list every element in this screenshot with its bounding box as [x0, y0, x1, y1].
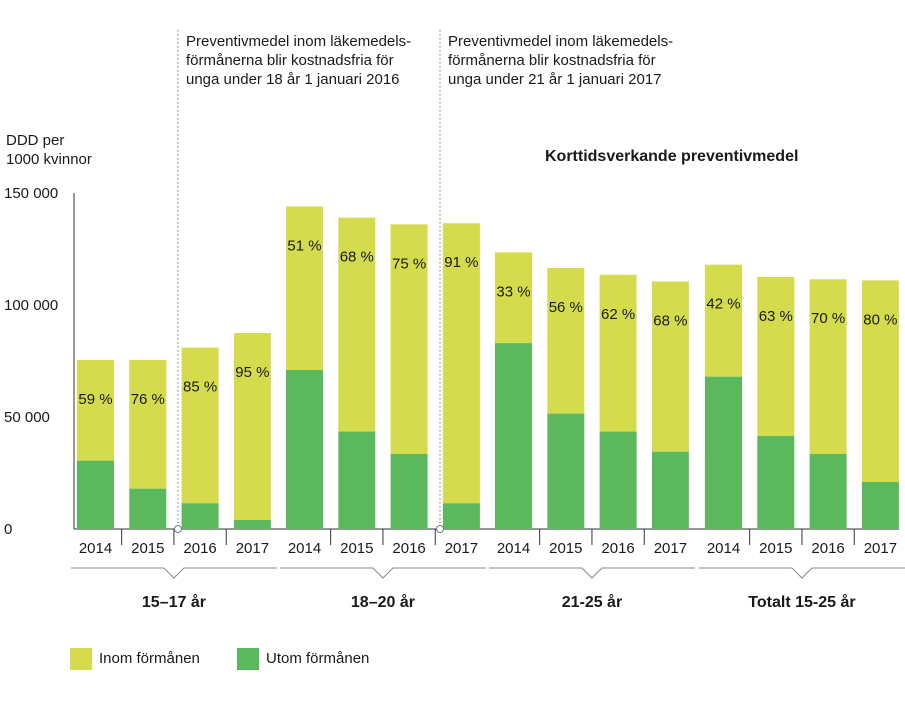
bar-inom-segment: [757, 277, 795, 437]
bar-inom-segment: [390, 224, 428, 454]
x-tick-label: 2015: [549, 540, 582, 557]
bar-pct-label: 62 %: [601, 306, 635, 323]
x-tick-label: 2017: [236, 540, 269, 557]
bar-utom-segment: [547, 413, 585, 529]
bar-inom-segment: [599, 274, 637, 432]
bar-utom-segment: [705, 376, 742, 529]
bar-utom-segment: [599, 431, 637, 529]
bar-pct-label: 85 %: [183, 379, 217, 396]
group-label: 15–17 år: [142, 593, 206, 611]
x-tick-label: 2016: [183, 540, 216, 557]
bar-inom-segment: [651, 281, 689, 452]
bar-utom-segment: [861, 481, 899, 529]
bar-utom-segment: [77, 460, 114, 529]
bar-inom-segment: [77, 359, 114, 461]
bar-utom-segment: [129, 488, 167, 529]
bar-utom-segment: [809, 453, 847, 529]
x-tick-label: 2017: [445, 540, 478, 557]
bar-pct-label: 95 %: [235, 364, 269, 381]
annotation-marker: [174, 525, 182, 533]
bar-utom-segment: [286, 369, 323, 529]
y-tick-label: 150 000: [4, 185, 58, 202]
annotation-line: Preventivmedel inom läkemedels-: [448, 33, 674, 50]
annotation-line: förmånerna blir kostnadsfria för: [448, 52, 656, 69]
x-tick-label: 2014: [79, 540, 112, 557]
bar-utom-segment: [442, 503, 480, 529]
bar-utom-segment: [495, 343, 532, 529]
x-tick-label: 2015: [340, 540, 373, 557]
x-tick-label: 2017: [864, 540, 897, 557]
bar-inom-segment: [233, 333, 271, 521]
x-tick-label: 2016: [392, 540, 425, 557]
x-tick-label: 2016: [601, 540, 634, 557]
x-tick-label: 2014: [707, 540, 740, 557]
y-axis-label-line: 1000 kvinnor: [6, 151, 92, 168]
bar-pct-label: 68 %: [653, 312, 687, 329]
group-label: 18–20 år: [351, 593, 415, 611]
x-tick-label: 2015: [759, 540, 792, 557]
legend-swatch-inom: [70, 648, 92, 670]
bar-inom-segment: [705, 264, 742, 377]
bar-pct-label: 68 %: [340, 249, 374, 266]
y-tick-label: 50 000: [4, 409, 50, 426]
bar-utom-segment: [338, 431, 376, 529]
bar-inom-segment: [495, 252, 532, 344]
annotation-line: unga under 18 år 1 januari 2016: [186, 71, 400, 88]
bar-utom-segment: [651, 451, 689, 529]
group-bracket: [280, 567, 486, 579]
policy-annotation-2016: Preventivmedel inom läkemedels- förmåner…: [186, 32, 411, 89]
x-tick-label: 2016: [811, 540, 844, 557]
bar-pct-label: 63 %: [759, 308, 793, 325]
annotation-line: förmånerna blir kostnadsfria för: [186, 52, 394, 69]
bar-pct-label: 76 %: [131, 391, 165, 408]
group-label: 21-25 år: [562, 593, 623, 611]
y-axis-label: DDD per 1000 kvinnor: [6, 131, 92, 169]
annotation-marker: [436, 525, 444, 533]
group-bracket: [489, 567, 695, 579]
bar-inom-segment: [547, 268, 585, 414]
group-bracket: [71, 567, 277, 579]
bar-inom-segment: [442, 223, 480, 504]
bar-pct-label: 75 %: [392, 255, 426, 272]
bar-pct-label: 59 %: [78, 391, 112, 408]
bar-utom-segment: [757, 436, 795, 529]
legend-label-utom: Utom förmånen: [266, 650, 370, 667]
bar-inom-segment: [129, 359, 167, 489]
bar-utom-segment: [181, 503, 219, 529]
bar-inom-segment: [809, 279, 847, 454]
group-bracket: [699, 567, 905, 579]
bar-pct-label: 42 %: [706, 296, 740, 313]
bar-pct-label: 91 %: [444, 254, 478, 271]
legend-label-inom: Inom förmånen: [99, 650, 200, 667]
bar-inom-segment: [861, 280, 899, 482]
bar-pct-label: 51 %: [287, 237, 321, 254]
bar-utom-segment: [233, 520, 271, 529]
annotation-line: Preventivmedel inom läkemedels-: [186, 33, 412, 50]
annotation-line: unga under 21 år 1 januari 2017: [448, 71, 662, 88]
group-label: Totalt 15-25 år: [748, 593, 855, 611]
y-tick-label: 0: [4, 521, 12, 538]
bar-pct-label: 70 %: [811, 310, 845, 327]
y-axis-label-line: DDD per: [6, 132, 65, 149]
x-tick-label: 2014: [288, 540, 321, 557]
x-tick-label: 2015: [131, 540, 164, 557]
x-tick-label: 2014: [497, 540, 530, 557]
policy-annotation-2017: Preventivmedel inom läkemedels- förmåner…: [448, 32, 673, 89]
bar-pct-label: 56 %: [549, 299, 583, 316]
bar-pct-label: 33 %: [496, 283, 530, 300]
x-tick-label: 2017: [654, 540, 687, 557]
bar-pct-label: 80 %: [863, 311, 897, 328]
bar-inom-segment: [286, 206, 323, 370]
legend-swatch-utom: [237, 648, 259, 670]
chart-subtitle: Korttidsverkande preventivmedel: [545, 148, 799, 165]
bar-inom-segment: [338, 217, 376, 432]
bar-utom-segment: [390, 453, 428, 529]
bar-inom-segment: [181, 347, 219, 504]
y-tick-label: 100 000: [4, 297, 58, 314]
